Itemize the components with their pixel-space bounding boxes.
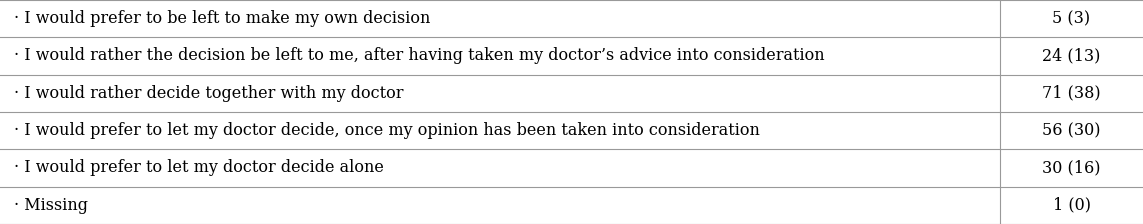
Text: · I would rather the decision be left to me, after having taken my doctor’s advi: · I would rather the decision be left to… <box>14 47 824 65</box>
Text: 56 (30): 56 (30) <box>1042 122 1101 139</box>
Text: 5 (3): 5 (3) <box>1053 10 1090 27</box>
Text: 30 (16): 30 (16) <box>1042 159 1101 177</box>
Text: · I would prefer to let my doctor decide, once my opinion has been taken into co: · I would prefer to let my doctor decide… <box>14 122 760 139</box>
Text: · Missing: · Missing <box>14 197 88 214</box>
Text: · I would rather decide together with my doctor: · I would rather decide together with my… <box>14 85 403 102</box>
Text: 1 (0): 1 (0) <box>1053 197 1090 214</box>
Text: 71 (38): 71 (38) <box>1042 85 1101 102</box>
Text: · I would prefer to be left to make my own decision: · I would prefer to be left to make my o… <box>14 10 430 27</box>
Text: · I would prefer to let my doctor decide alone: · I would prefer to let my doctor decide… <box>14 159 384 177</box>
Text: 24 (13): 24 (13) <box>1042 47 1101 65</box>
